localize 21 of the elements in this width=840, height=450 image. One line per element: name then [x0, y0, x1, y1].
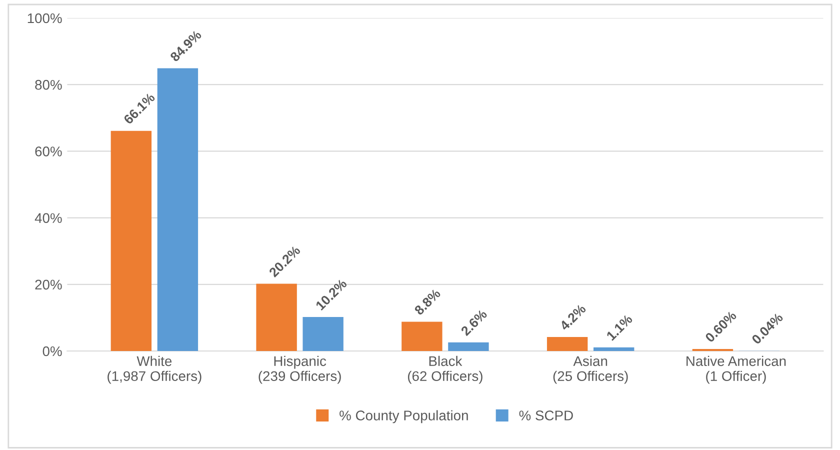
legend-label: % County Population: [340, 410, 468, 424]
bar: [402, 322, 442, 351]
y-tick-label: 0%: [42, 346, 62, 356]
x-tick-label: Black (62 Officers): [408, 356, 482, 384]
y-tick-label: 100%: [28, 13, 62, 24]
bar: [593, 347, 634, 351]
bar: [110, 130, 152, 351]
bar: [157, 68, 198, 351]
y-tick-label: 60%: [35, 146, 62, 156]
x-tick-label: Hispanic (239 Officers): [258, 356, 341, 384]
bar: [302, 317, 344, 351]
bar: [546, 337, 588, 351]
y-tick-label: 40%: [34, 213, 62, 223]
y-tick-label: 80%: [35, 80, 62, 90]
x-tick-label: Native American (1 Officer): [686, 356, 786, 384]
bar: [448, 342, 489, 351]
bar: [256, 284, 297, 351]
x-tick-label: White (1,987 Officers): [108, 356, 202, 384]
y-tick-label: 20%: [35, 280, 62, 290]
legend-label: % SCPD: [519, 410, 573, 420]
x-tick-label: Asian (25 Officers): [553, 356, 628, 384]
